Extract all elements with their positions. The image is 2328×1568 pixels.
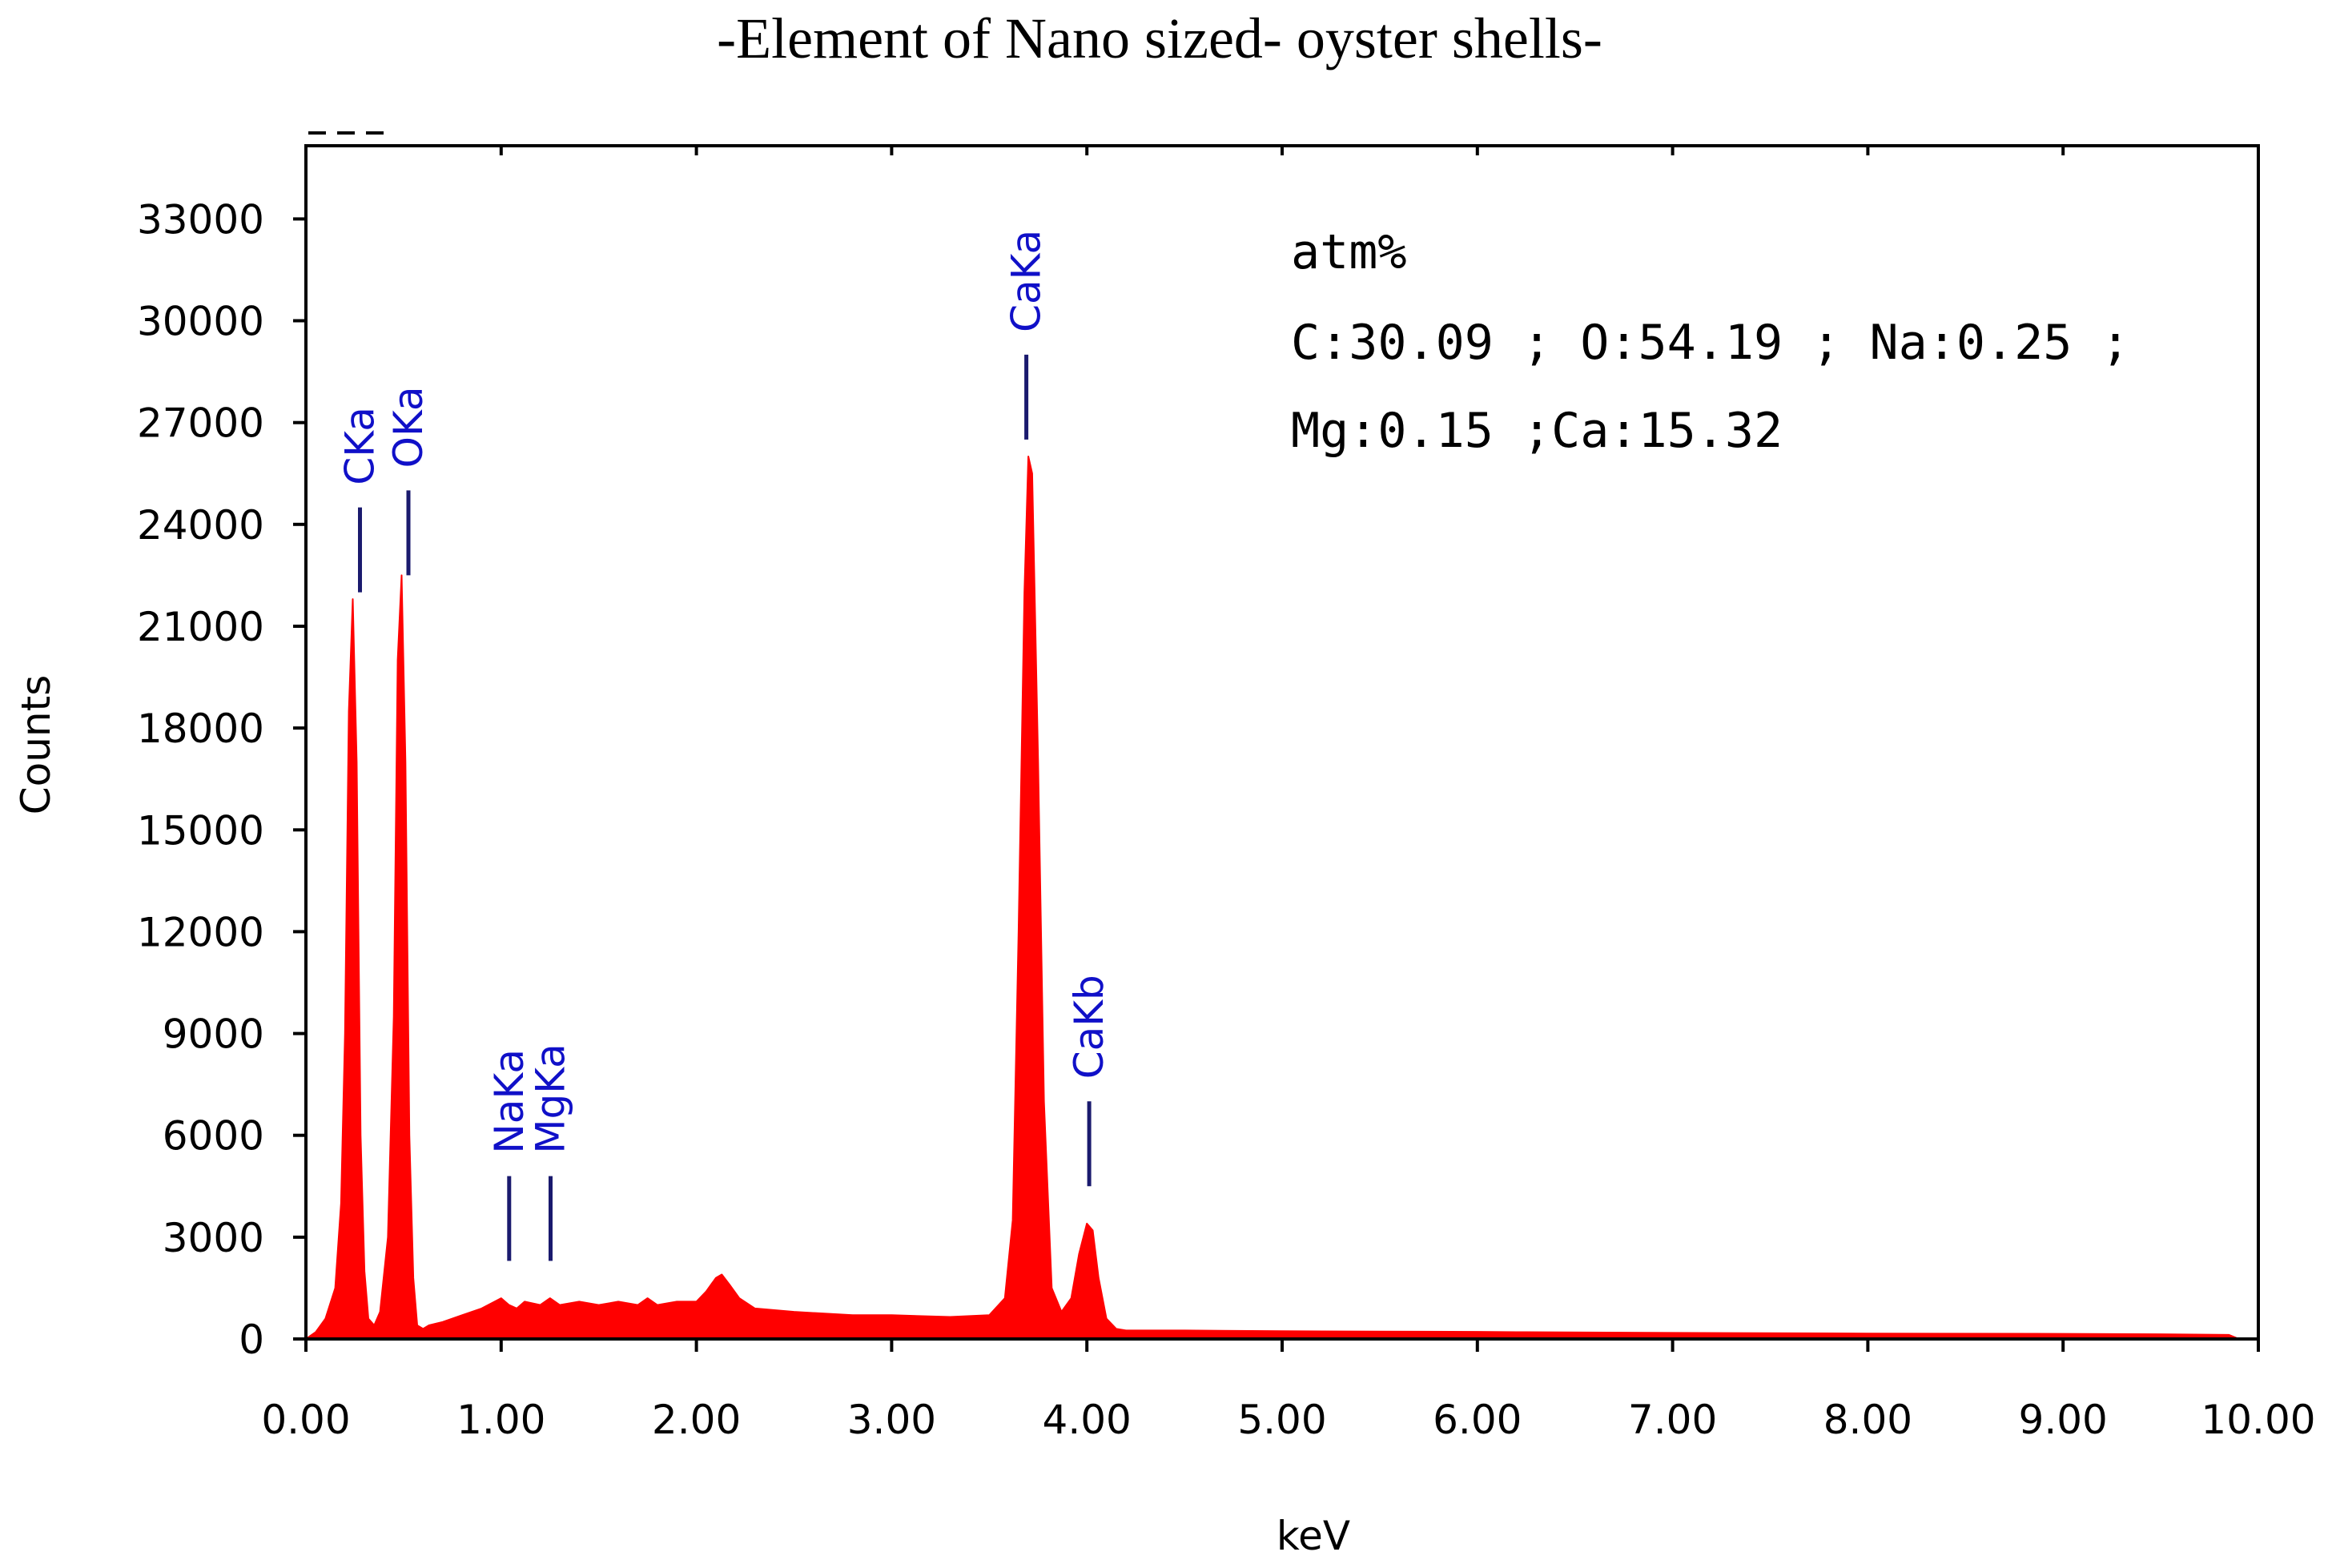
y-tick-label: 0 — [239, 1317, 264, 1363]
y-tick-label: 12000 — [137, 909, 264, 955]
x-tick-label: 10.00 — [2201, 1397, 2315, 1443]
chart-title: -Element of Nano sized- oyster shells- — [717, 6, 1602, 70]
y-tick-label: 6000 — [163, 1113, 264, 1160]
y-axis-ticks: 0 3000 6000 9000 12000 15000 18000 21000 24000 27… — [137, 196, 306, 1363]
y-tick-label: 24000 — [137, 502, 264, 549]
y-tick-label: 33000 — [137, 196, 264, 243]
x-tick-label: 3.00 — [847, 1397, 936, 1443]
x-tick-label: 2.00 — [652, 1397, 741, 1443]
composition-annotation: atm% C:30.09 ; O:54.19 ; Na:0.25 ; Mg:0.… — [1291, 224, 2130, 459]
y-tick-label: 27000 — [137, 400, 264, 447]
x-tick-label: 9.00 — [2019, 1397, 2108, 1443]
spectrum-layer — [305, 456, 2259, 1340]
x-tick-label: 6.00 — [1433, 1397, 1522, 1443]
annotation-line-1: C:30.09 ; O:54.19 ; Na:0.25 ; — [1291, 315, 2130, 371]
x-tick-label: 4.00 — [1043, 1397, 1132, 1443]
x-axis-ticks: 0.00 1.00 2.00 3.00 4.00 5.00 6.00 7.00 8.00 9.00… — [261, 146, 2316, 1443]
spectrum-area-0 — [305, 456, 2259, 1340]
peak-label-naka: NaKa — [486, 1049, 533, 1154]
x-tick-label: 7.00 — [1628, 1397, 1717, 1443]
peak-label-cka: CKa — [337, 407, 384, 484]
x-axis-title: keV — [1277, 1513, 1350, 1559]
y-tick-label: 15000 — [137, 807, 264, 854]
x-tick-label: 5.00 — [1237, 1397, 1326, 1443]
annotation-line-2: Mg:0.15 ;Ca:15.32 — [1291, 403, 1783, 459]
peak-label-mgka: MgKa — [528, 1043, 574, 1153]
y-tick-label: 21000 — [137, 604, 264, 650]
y-tick-label: 18000 — [137, 706, 264, 752]
x-tick-label: 0.00 — [261, 1397, 350, 1443]
y-tick-label: 3000 — [163, 1215, 264, 1261]
annotation-heading: atm% — [1291, 224, 1407, 280]
y-axis-title: Counts — [13, 675, 59, 815]
y-tick-label: 30000 — [137, 299, 264, 345]
peak-label-oka: OKa — [385, 386, 432, 468]
x-tick-label: 1.00 — [456, 1397, 545, 1443]
y-tick-label: 9000 — [163, 1011, 264, 1058]
x-tick-label: 8.00 — [1823, 1397, 1912, 1443]
peak-label-caka: CaKa — [1003, 230, 1050, 332]
peak-label-cakb: CaKb — [1066, 975, 1112, 1079]
